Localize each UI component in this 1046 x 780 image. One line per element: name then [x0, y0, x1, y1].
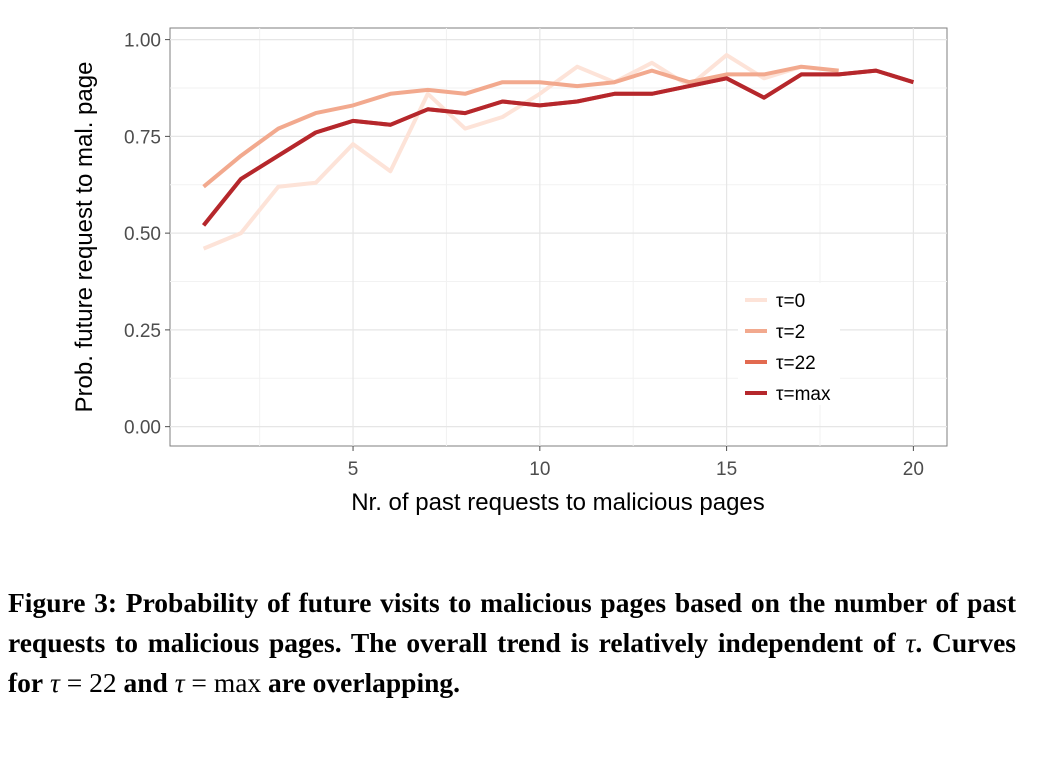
- figure-caption: Figure 3: Probability of future visits t…: [8, 583, 1016, 703]
- legend-label-1: τ=2: [776, 322, 805, 343]
- caption-eq1-rhs: 22: [89, 667, 117, 698]
- caption-eq2-op: =: [191, 667, 207, 698]
- y-tick-label: 0.75: [124, 127, 161, 148]
- x-tick-label: 10: [529, 459, 550, 480]
- series-line-0: [202, 53, 802, 251]
- x-axis-title: Nr. of past requests to malicious pages: [351, 489, 765, 516]
- caption-tau: τ: [905, 627, 916, 658]
- y-axis-ticks: 0.00 0.25 0.50 0.75 1.00: [124, 31, 170, 439]
- y-axis-title: Prob. future request to mal. page: [71, 62, 98, 413]
- legend-label-0: τ=0: [776, 291, 805, 312]
- caption-label: Figure 3:: [8, 587, 118, 618]
- caption-eq1-op: =: [66, 667, 83, 698]
- line-chart: 0.00 0.25 0.50 0.75 1.00 5 10 15 20 Nr. of past…: [71, 27, 948, 516]
- y-tick-label: 0.50: [124, 224, 161, 245]
- series-layer: [202, 53, 914, 251]
- caption-text-2: . Curves for: [8, 627, 1016, 698]
- x-tick-label: 5: [348, 459, 359, 480]
- caption-text-1: Probability of future visits to maliciou…: [8, 587, 1016, 658]
- x-axis-ticks: 5 10 15 20: [348, 446, 924, 480]
- caption-eq2-lhs: τ: [174, 667, 185, 698]
- x-tick-label: 20: [903, 459, 924, 480]
- grid-minor: [170, 28, 947, 446]
- series-line-3: [202, 68, 914, 227]
- y-tick-label: 1.00: [124, 31, 161, 52]
- y-tick-label: 0.25: [124, 321, 161, 342]
- caption-and: and: [123, 667, 168, 698]
- legend-label-2: τ=22: [776, 353, 816, 374]
- legend: τ=0 τ=2 τ=22 τ=max: [738, 283, 840, 405]
- series-line-1: [202, 64, 839, 189]
- caption-eq2-rhs: max: [213, 667, 262, 698]
- x-tick-label: 15: [716, 459, 737, 480]
- caption-eq1-lhs: τ: [50, 667, 60, 698]
- caption-text-3: are overlapping.: [268, 667, 461, 698]
- y-tick-label: 0.00: [124, 418, 161, 439]
- legend-label-3: τ=max: [776, 384, 831, 405]
- legend-box: [738, 283, 840, 405]
